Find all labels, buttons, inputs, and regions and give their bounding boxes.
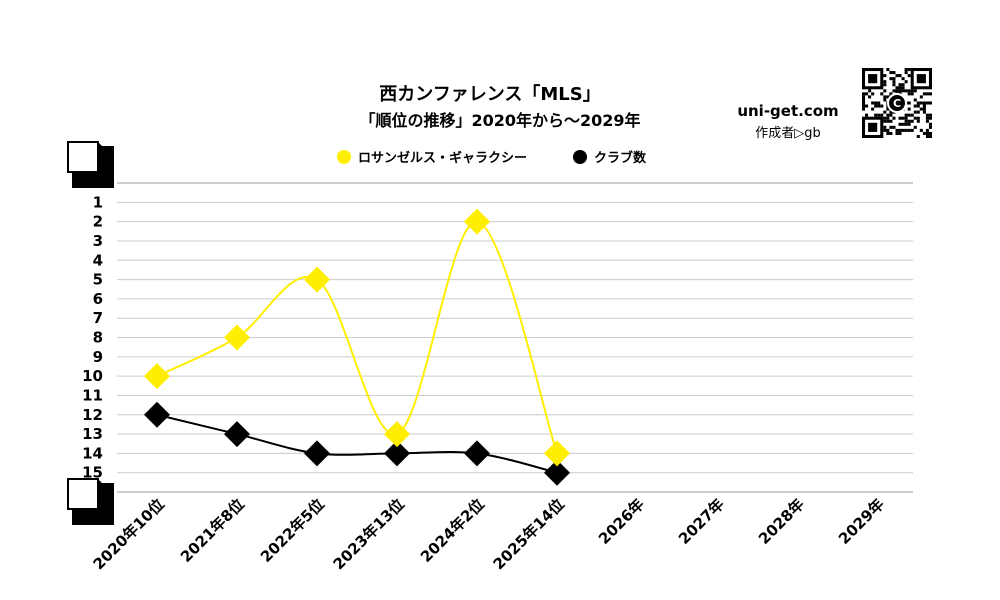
corner-box-bottom-icon <box>67 478 114 525</box>
data-point-marker <box>224 421 250 448</box>
data-point-marker <box>224 324 250 351</box>
corner-box-top-icon <box>67 141 114 188</box>
data-point-marker <box>304 440 330 467</box>
chart-title: 西カンファレンス「MLS」 <box>379 83 600 105</box>
legend-swatch-galaxy <box>337 150 351 164</box>
series-line <box>156 413 558 474</box>
y-tick-label: 10 <box>82 367 103 385</box>
x-tick-label: 2024年2位 <box>417 495 488 566</box>
series-markers <box>144 208 570 486</box>
data-point-marker <box>544 459 570 486</box>
y-tick-label: 4 <box>93 251 103 269</box>
x-tick-label: 2022年5位 <box>257 495 328 566</box>
y-tick-label: 13 <box>82 425 103 443</box>
legend: ロサンゼルス・ギャラクシー クラブ数 <box>337 150 647 166</box>
y-tick-label: 14 <box>82 444 103 462</box>
qr-code-icon: C <box>862 68 932 138</box>
data-point-marker <box>464 208 490 235</box>
x-axis-ticks: 2020年10位 2021年8位 2022年5位 2023年13位 2024年2位 202… <box>90 495 888 573</box>
data-point-marker <box>144 363 170 390</box>
x-tick-label: 2026年 <box>595 495 648 548</box>
y-tick-label: 11 <box>82 386 103 404</box>
x-tick-label: 2029年 <box>835 495 888 548</box>
legend-swatch-clubs <box>573 150 587 164</box>
y-tick-label: 8 <box>93 329 103 347</box>
y-tick-label: 3 <box>93 232 103 250</box>
data-point-marker <box>384 421 410 448</box>
x-tick-label: 2027年 <box>675 495 728 548</box>
x-tick-label: 2021年8位 <box>177 495 248 566</box>
legend-label-galaxy: ロサンゼルス・ギャラクシー <box>358 150 527 166</box>
x-tick-label: 2023年13位 <box>330 495 408 573</box>
site-credit[interactable]: uni-get.com <box>737 102 838 120</box>
y-tick-label: 12 <box>82 406 103 424</box>
data-point-marker <box>384 440 410 467</box>
data-point-marker <box>144 401 170 428</box>
x-tick-label: 2025年14位 <box>490 495 568 573</box>
data-point-marker <box>464 440 490 467</box>
y-tick-label: 9 <box>93 348 103 366</box>
y-tick-label: 1 <box>93 193 103 211</box>
series-lines <box>156 220 558 474</box>
data-point-marker <box>304 266 330 293</box>
y-tick-label: 2 <box>93 213 103 231</box>
legend-label-clubs: クラブ数 <box>594 150 647 166</box>
y-tick-label: 6 <box>93 290 103 308</box>
x-tick-label: 2028年 <box>755 495 808 548</box>
author-credit: 作成者▷gb <box>755 126 821 141</box>
qr-center-label: C <box>893 97 901 110</box>
y-tick-label: 5 <box>93 271 103 289</box>
data-point-marker <box>544 440 570 467</box>
chart-subtitle: 「順位の推移」2020年から～2029年 <box>359 111 640 130</box>
y-tick-label: 15 <box>82 464 103 482</box>
grid-lines <box>117 182 913 493</box>
y-tick-label: 7 <box>93 309 103 327</box>
